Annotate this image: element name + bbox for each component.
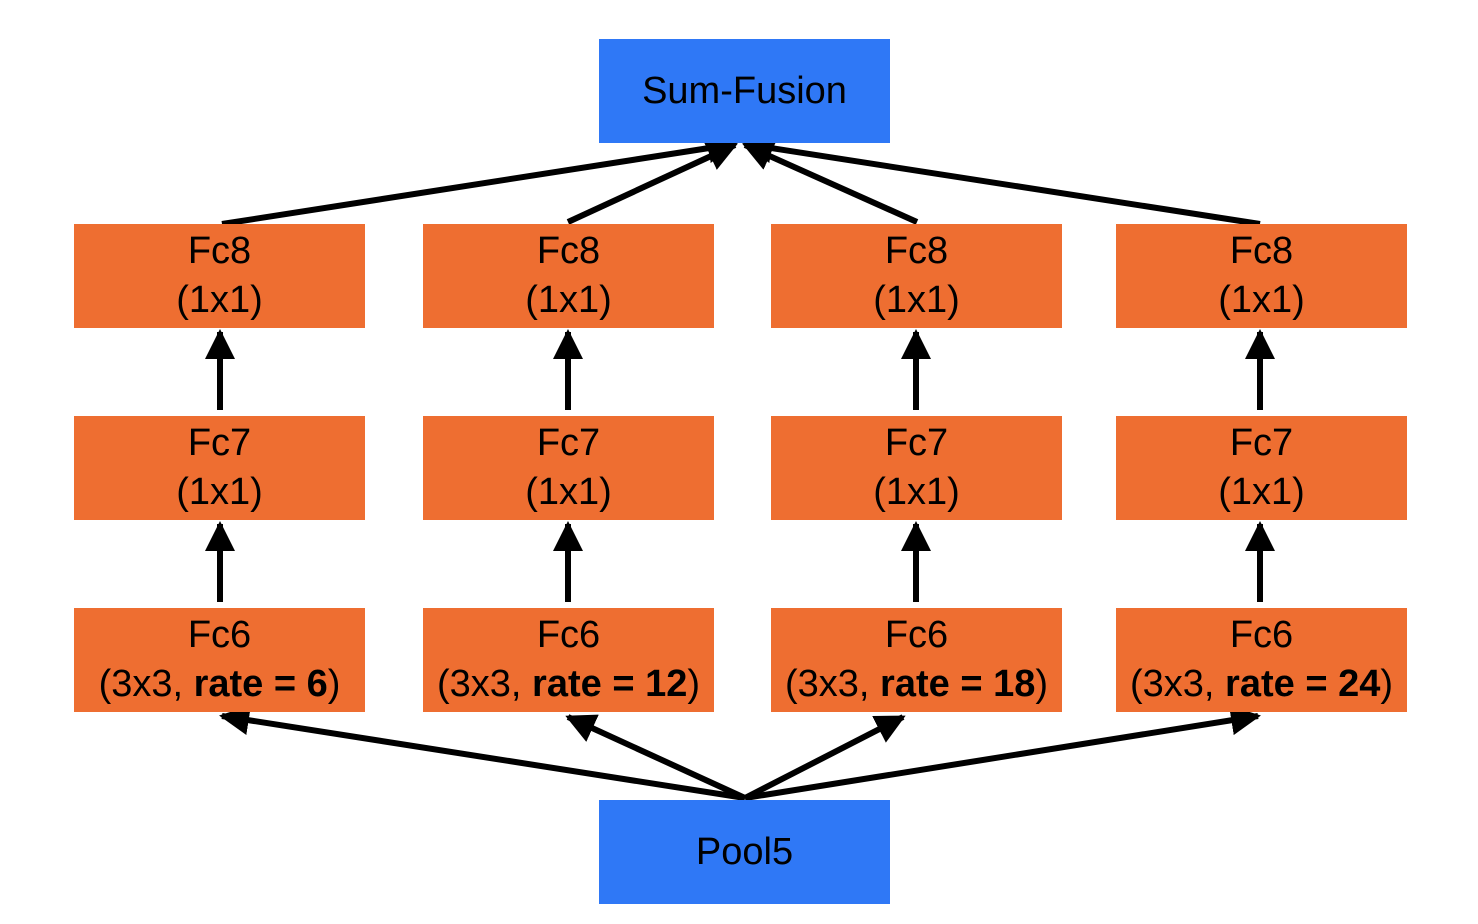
fc8-node-branch-3: Fc8 (1x1) <box>771 224 1062 328</box>
fc7-node-branch-2: Fc7 (1x1) <box>423 416 714 520</box>
fc6-kernel-suffix: ) <box>1380 663 1393 705</box>
fc8-kernel: (1x1) <box>873 279 960 321</box>
fc6-params: (3x3, rate = 24) <box>1130 660 1393 709</box>
fc7-node-branch-4: Fc7 (1x1) <box>1116 416 1407 520</box>
fc8-node-branch-1: Fc8 (1x1) <box>74 224 365 328</box>
fc6-params: (3x3, rate = 18) <box>785 660 1048 709</box>
fc8-node-branch-4: Fc8 (1x1) <box>1116 224 1407 328</box>
fc8-name: Fc8 <box>536 230 601 273</box>
fc8-kernel: (1x1) <box>176 279 263 321</box>
fc6-name: Fc6 <box>1229 614 1294 657</box>
fc7-name: Fc7 <box>536 422 601 465</box>
fc7-name: Fc7 <box>187 422 252 465</box>
fc7-kernel: (1x1) <box>176 471 263 513</box>
arrow-pool5-to-fc6-2 <box>565 714 747 801</box>
fc7-node-branch-1: Fc7 (1x1) <box>74 416 365 520</box>
arrow-pool5-to-fc6-1 <box>219 705 746 801</box>
sum-fusion-node: Sum-Fusion <box>599 39 890 143</box>
fc6-rate: rate = 6 <box>193 663 328 705</box>
fc6-kernel-prefix: (3x3, <box>437 663 533 705</box>
arrow-pool5-to-fc6-4 <box>744 705 1261 801</box>
fc6-kernel-suffix: ) <box>1035 663 1048 705</box>
fc8-name: Fc8 <box>884 230 949 273</box>
pool5-node: Pool5 <box>599 800 890 904</box>
fc7-name: Fc7 <box>884 422 949 465</box>
fc8-node-branch-2: Fc8 (1x1) <box>423 224 714 328</box>
fc7-kernel: (1x1) <box>873 471 960 513</box>
fc6-kernel-prefix: (3x3, <box>785 663 881 705</box>
fc6-params: (3x3, rate = 12) <box>437 660 700 709</box>
fc8-name: Fc8 <box>1229 230 1294 273</box>
arrow-fc8-1-to-sum-fusion <box>221 133 738 227</box>
arrow-fc8-4-to-sum-fusion <box>742 133 1261 227</box>
fc6-rate: rate = 24 <box>1225 663 1381 705</box>
fc6-name: Fc6 <box>536 614 601 657</box>
fc6-node-branch-1: Fc6 (3x3, rate = 6) <box>74 608 365 712</box>
fc8-name: Fc8 <box>187 230 252 273</box>
fc6-name: Fc6 <box>884 614 949 657</box>
fc6-kernel-prefix: (3x3, <box>98 663 194 705</box>
pool5-label: Pool5 <box>695 830 794 873</box>
arrow-pool5-to-fc6-3 <box>743 714 906 801</box>
arrow-fc8-2-to-sum-fusion <box>566 142 738 225</box>
fc7-name: Fc7 <box>1229 422 1294 465</box>
fc8-kernel: (1x1) <box>525 279 612 321</box>
fc6-node-branch-4: Fc6 (3x3, rate = 24) <box>1116 608 1407 712</box>
fc6-name: Fc6 <box>187 614 252 657</box>
fc7-kernel: (1x1) <box>525 471 612 513</box>
fc7-node-branch-3: Fc7 (1x1) <box>771 416 1062 520</box>
fc6-rate: rate = 18 <box>880 663 1036 705</box>
fc6-kernel-prefix: (3x3, <box>1130 663 1226 705</box>
sum-fusion-label: Sum-Fusion <box>642 69 847 112</box>
fc6-node-branch-2: Fc6 (3x3, rate = 12) <box>423 608 714 712</box>
fc7-kernel: (1x1) <box>1218 471 1305 513</box>
fc6-node-branch-3: Fc6 (3x3, rate = 18) <box>771 608 1062 712</box>
fc6-params: (3x3, rate = 6) <box>99 660 341 709</box>
fc6-rate: rate = 12 <box>532 663 688 705</box>
fc8-kernel: (1x1) <box>1218 279 1305 321</box>
fc6-kernel-suffix: ) <box>687 663 700 705</box>
fc6-kernel-suffix: ) <box>327 663 341 705</box>
